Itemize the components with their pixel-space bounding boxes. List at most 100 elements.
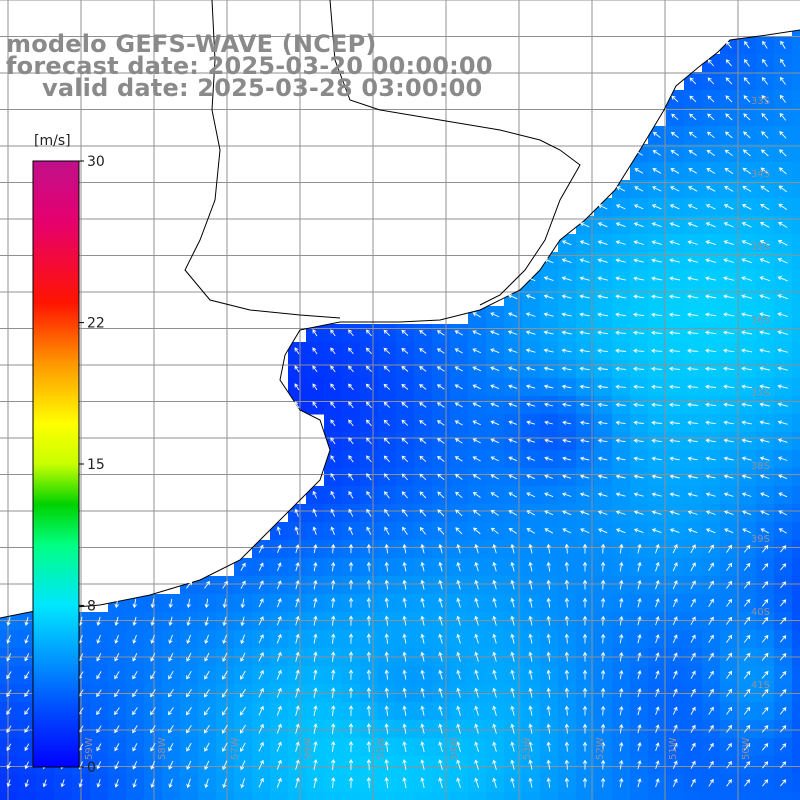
wind-arrow (490, 348, 500, 354)
wind-arrow (186, 616, 191, 627)
wind-arrow (708, 562, 714, 572)
wind-arrow (114, 616, 119, 626)
wind-arrow (366, 455, 372, 463)
wind-arrow (348, 329, 354, 337)
lon-label: 57W (230, 737, 241, 760)
wind-arrow (562, 474, 572, 479)
wind-arrow (651, 420, 662, 425)
wind-arrow (615, 330, 627, 335)
wind-arrow (402, 687, 407, 698)
wind-arrow (579, 474, 590, 479)
wind-arrow (544, 474, 554, 479)
wind-arrow (330, 508, 336, 517)
wind-arrow (651, 312, 663, 317)
wind-arrow (402, 759, 407, 771)
wind-arrow (759, 222, 770, 228)
wind-arrow (761, 113, 769, 121)
wind-arrow (528, 705, 533, 716)
wind-arrow (204, 688, 210, 698)
wind-arrow (168, 689, 174, 698)
wind-arrow (150, 689, 156, 698)
wind-arrow (383, 455, 390, 463)
wind-arrow (582, 561, 588, 572)
field-cell (792, 342, 800, 361)
wind-arrow (204, 778, 209, 789)
field-cell (792, 72, 800, 91)
lon-label: 50W (741, 737, 752, 760)
wind-arrow (525, 384, 536, 389)
wind-arrow (564, 759, 570, 770)
wind-arrow (600, 651, 606, 662)
wind-arrow (690, 652, 696, 661)
wind-arrow (6, 743, 12, 752)
wind-arrow (420, 777, 425, 789)
wind-arrow (651, 402, 662, 407)
wind-arrow (508, 510, 518, 516)
wind-arrow (597, 366, 608, 371)
wind-arrow (474, 579, 479, 590)
wind-arrow (741, 402, 752, 407)
wind-arrow (637, 652, 642, 662)
wind-arrow (222, 580, 228, 589)
wind-arrow (687, 492, 698, 497)
wind-arrow (723, 456, 734, 461)
wind-arrow (687, 474, 698, 479)
field-cell (648, 792, 667, 800)
wind-arrow (401, 491, 408, 499)
wind-arrow (348, 508, 354, 517)
wind-arrow (546, 543, 551, 554)
wind-arrow (366, 669, 372, 680)
wind-arrow (705, 348, 717, 353)
field-cell (36, 792, 55, 800)
wind-arrow (168, 760, 174, 770)
wind-arrow (401, 419, 409, 426)
wind-arrow (633, 438, 644, 443)
wind-arrow (705, 312, 717, 317)
wind-arrow (779, 131, 787, 139)
wind-arrow (348, 669, 354, 680)
wind-arrow (240, 562, 246, 571)
wind-arrow (546, 669, 551, 680)
wind-arrow (633, 348, 645, 353)
wind-arrow (705, 510, 716, 515)
wind-arrow (546, 561, 551, 572)
wind-arrow (150, 725, 156, 734)
wind-arrow (706, 131, 715, 139)
wind-arrow (597, 492, 608, 497)
wind-arrow (672, 580, 678, 590)
wind-arrow (671, 113, 679, 121)
field-cell (792, 432, 800, 451)
wind-arrow (615, 366, 626, 371)
wind-arrow (312, 490, 318, 499)
wind-arrow (383, 419, 391, 427)
wind-arrow (619, 687, 624, 698)
wind-arrow (633, 384, 644, 389)
wind-arrow (294, 383, 300, 391)
wind-arrow (743, 95, 751, 103)
wind-arrow (366, 759, 372, 771)
wind-arrow (96, 689, 102, 698)
wind-arrow (222, 616, 227, 627)
wind-arrow (276, 741, 282, 752)
wind-arrow (402, 741, 407, 752)
wind-arrow (615, 204, 626, 210)
wind-arrow (780, 58, 786, 67)
wind-arrow (705, 456, 716, 461)
coastline (0, 0, 800, 619)
wind-arrow (780, 761, 787, 769)
wind-arrow (295, 723, 300, 734)
wind-arrow (204, 652, 210, 662)
wind-arrow (528, 633, 533, 644)
wind-arrow (401, 329, 409, 336)
field-cell (792, 270, 800, 289)
wind-arrow (616, 186, 626, 192)
wind-arrow (615, 528, 626, 534)
wind-arrow (525, 294, 536, 300)
wind-arrow (759, 276, 770, 282)
colorbar-tick-label: 22 (87, 316, 105, 332)
lon-label: 54W (449, 737, 460, 760)
wind-arrow (525, 330, 536, 335)
wind-arrow (707, 77, 715, 85)
wind-arrow (724, 149, 733, 157)
field-cell (522, 792, 541, 800)
